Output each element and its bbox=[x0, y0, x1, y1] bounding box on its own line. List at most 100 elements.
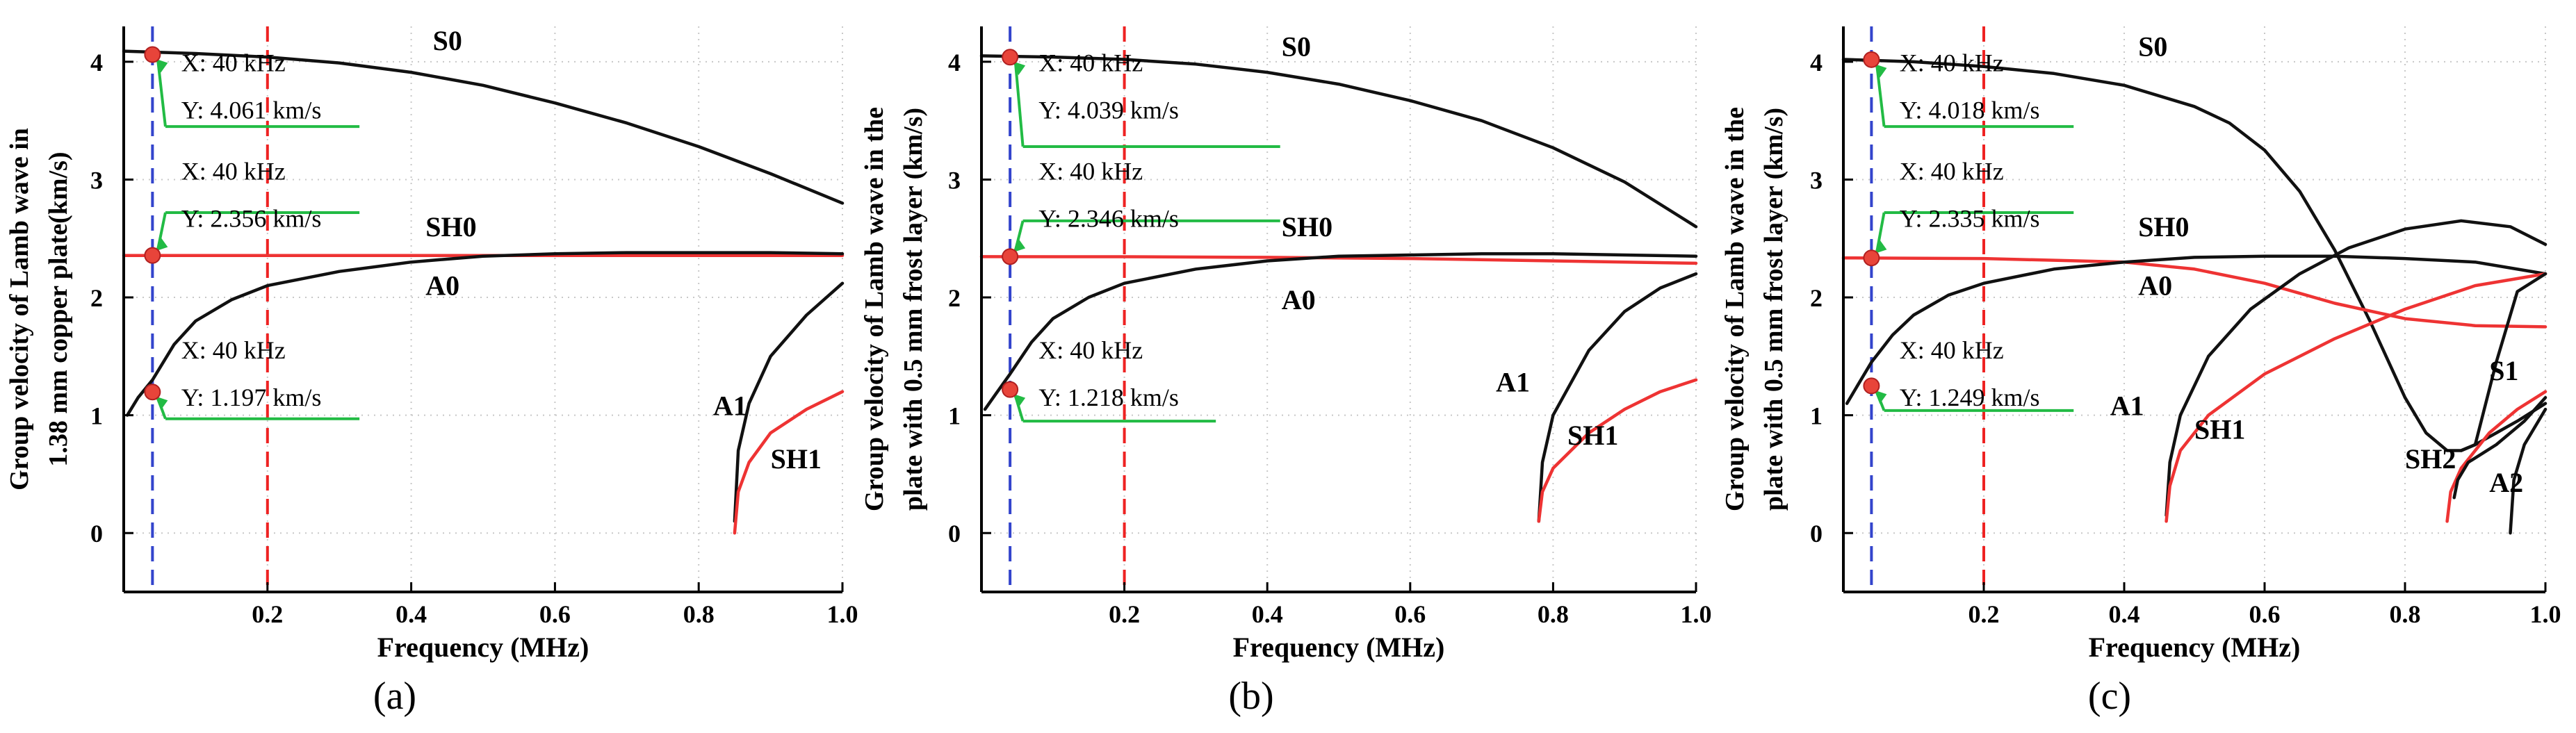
series-line-sh0 bbox=[1841, 256, 2548, 329]
datatip[interactable]: X: 40 kHz Y: 4.018 km/s bbox=[1863, 49, 2074, 129]
x-tick-label: 0.8 bbox=[683, 600, 715, 628]
curve-label: A2 bbox=[2489, 467, 2523, 498]
datatip-arrowhead bbox=[155, 58, 168, 73]
y-tick-label: 2 bbox=[90, 284, 103, 312]
datatip-y-text: Y: 4.039 km/s bbox=[1038, 96, 1179, 124]
series-line-a0 bbox=[125, 251, 845, 417]
x-tick-label: 0.4 bbox=[1252, 600, 1283, 628]
curve-label: A1 bbox=[1496, 367, 1530, 398]
datatip[interactable]: X: 40 kHz Y: 2.335 km/s bbox=[1863, 157, 2074, 267]
chart-panel-3: S0 SH0 A0 A1 SH1 S1 SH2 A2 X: 40 kHz Y: 4.018 km/… bbox=[1720, 26, 2561, 718]
x-axis-title: Frequency (MHz) bbox=[377, 632, 589, 663]
datatip-marker bbox=[1002, 49, 1019, 66]
series-line-s1 bbox=[2459, 272, 2548, 452]
datatip-y-text: Y: 1.197 km/s bbox=[181, 384, 322, 411]
datatip-marker bbox=[144, 46, 161, 63]
datatip[interactable]: X: 40 kHz Y: 1.197 km/s bbox=[144, 336, 360, 420]
panel-label: (a) bbox=[373, 675, 416, 718]
curve-label: A1 bbox=[713, 390, 747, 422]
datatip-pointer bbox=[1875, 66, 1886, 127]
curve-label: SH0 bbox=[425, 211, 476, 242]
x-tick-label: 0.6 bbox=[2249, 600, 2281, 628]
y-axis-title-line: 1.38 mm copper plate(km/s) bbox=[44, 151, 73, 466]
curve-label: SH0 bbox=[2138, 211, 2189, 242]
datatip[interactable]: X: 40 kHz Y: 2.356 km/s bbox=[144, 157, 360, 264]
x-axis-title: Frequency (MHz) bbox=[1233, 632, 1445, 663]
panel-label: (b) bbox=[1228, 675, 1273, 718]
x-tick-label: 1.0 bbox=[2530, 600, 2561, 628]
datatip[interactable]: X: 40 kHz Y: 2.346 km/s bbox=[1002, 157, 1280, 265]
datatip-arrowhead bbox=[1874, 390, 1887, 404]
datatip-arrowhead bbox=[1013, 61, 1026, 76]
datatip-marker bbox=[144, 384, 161, 401]
y-tick-label: 1 bbox=[948, 402, 961, 430]
x-tick-label: 0.6 bbox=[539, 600, 571, 628]
curve-label: S0 bbox=[433, 25, 462, 56]
curve-label: S0 bbox=[1282, 31, 1311, 62]
datatip-arrowhead bbox=[1874, 240, 1887, 254]
curve-label: SH1 bbox=[2194, 414, 2245, 445]
datatip-x-text: X: 40 kHz bbox=[181, 336, 286, 364]
datatip-x-text: X: 40 kHz bbox=[1038, 336, 1143, 364]
y-tick-label: 0 bbox=[90, 520, 103, 547]
datatip-marker bbox=[1863, 249, 1880, 267]
y-tick-label: 4 bbox=[1810, 49, 1823, 76]
curve-label: A0 bbox=[1282, 284, 1316, 315]
curve-label: SH2 bbox=[2405, 443, 2456, 475]
series-line-s0 bbox=[979, 54, 1698, 229]
datatip-arrowhead bbox=[155, 396, 168, 411]
datatip-marker bbox=[144, 247, 161, 264]
datatip-arrowhead bbox=[1013, 238, 1026, 253]
x-tick-label: 0.2 bbox=[1109, 600, 1140, 628]
series-line-a2b bbox=[2509, 407, 2548, 535]
curve-label: A0 bbox=[425, 270, 459, 302]
x-axis-title: Frequency (MHz) bbox=[2089, 632, 2301, 663]
y-tick-label: 4 bbox=[90, 49, 103, 76]
x-tick-label: 0.2 bbox=[1968, 600, 2000, 628]
x-tick-label: 1.0 bbox=[827, 600, 858, 628]
y-axis-title-line: plate with 0.5 mm frost layer (km/s) bbox=[1759, 108, 1788, 511]
y-axis-title-line: plate with 0.5 mm frost layer (km/s) bbox=[899, 108, 928, 511]
datatip-marker bbox=[1863, 51, 1880, 68]
series-line-sh1 bbox=[733, 390, 845, 535]
datatip[interactable]: X: 40 kHz Y: 4.061 km/s bbox=[144, 46, 360, 129]
y-axis-title-line: Group velocity of Lamb wave in the bbox=[860, 107, 889, 511]
datatip-y-text: Y: 2.356 km/s bbox=[181, 204, 322, 232]
x-tick-label: 0.2 bbox=[252, 600, 283, 628]
series-line-s0 bbox=[122, 49, 845, 205]
y-tick-label: 0 bbox=[1810, 520, 1823, 547]
y-tick-label: 2 bbox=[1810, 284, 1823, 312]
datatip[interactable]: X: 40 kHz Y: 4.039 km/s bbox=[1002, 49, 1280, 148]
datatip-marker bbox=[1002, 381, 1019, 398]
y-tick-label: 3 bbox=[948, 166, 961, 194]
y-axis-title-line: Group velocity of Lamb wave in bbox=[5, 128, 34, 491]
datatip-marker bbox=[1863, 377, 1880, 395]
y-tick-label: 1 bbox=[90, 402, 103, 430]
y-tick-label: 1 bbox=[1810, 402, 1823, 430]
datatip-y-text: Y: 4.061 km/s bbox=[181, 96, 322, 124]
datatip[interactable]: X: 40 kHz Y: 1.218 km/s bbox=[1002, 336, 1216, 423]
curve-label: A1 bbox=[2110, 390, 2144, 422]
datatip[interactable]: X: 40 kHz Y: 1.249 km/s bbox=[1863, 336, 2074, 412]
series-line-sh2 bbox=[2445, 390, 2548, 523]
series-line-a0 bbox=[983, 252, 1698, 411]
datatip-x-text: X: 40 kHz bbox=[1900, 157, 2004, 185]
y-tick-label: 2 bbox=[948, 284, 961, 312]
x-tick-label: 0.6 bbox=[1394, 600, 1426, 628]
series-line-sh0 bbox=[979, 255, 1698, 265]
datatip-pointer bbox=[1014, 64, 1025, 147]
series-line-a1 bbox=[1537, 272, 1698, 523]
series-line-sh1 bbox=[1537, 378, 1698, 523]
datatip-y-text: Y: 2.346 km/s bbox=[1038, 204, 1179, 232]
x-tick-label: 0.4 bbox=[396, 600, 427, 628]
x-tick-label: 0.8 bbox=[1538, 600, 1569, 628]
curve-label: S0 bbox=[2138, 31, 2167, 62]
curve-label: S1 bbox=[2489, 355, 2518, 386]
datatip-marker bbox=[1002, 248, 1019, 265]
datatip-y-text: Y: 4.018 km/s bbox=[1900, 96, 2040, 124]
datatip-y-text: Y: 1.249 km/s bbox=[1900, 384, 2040, 411]
datatip-x-text: X: 40 kHz bbox=[181, 49, 286, 76]
datatip-x-text: X: 40 kHz bbox=[1038, 157, 1143, 185]
